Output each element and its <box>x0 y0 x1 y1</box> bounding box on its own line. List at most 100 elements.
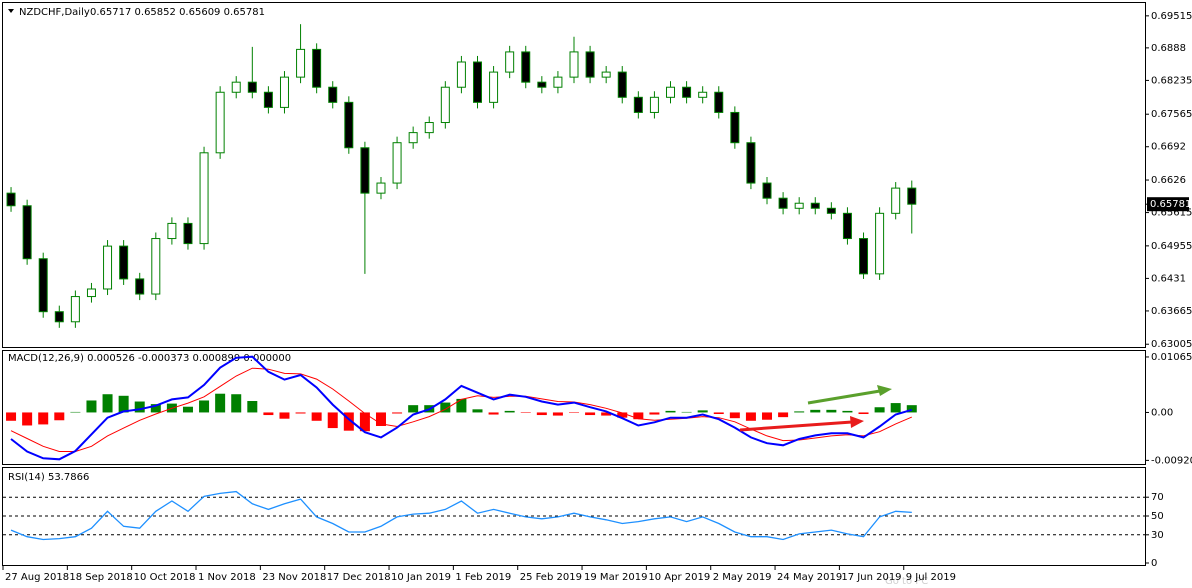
green-arrowhead <box>877 385 892 396</box>
candle-body <box>569 51 579 78</box>
histogram-bar <box>311 412 322 421</box>
histogram-bar <box>70 411 81 413</box>
x-tick-label: 10 Jan 2019 <box>391 572 451 583</box>
histogram-bar <box>102 394 113 413</box>
candle-body <box>521 51 531 83</box>
candle-body <box>762 182 772 199</box>
x-tick-label: 18 Sep 2018 <box>69 572 132 583</box>
histogram-bar <box>6 412 17 421</box>
price-box <box>1147 197 1189 212</box>
candle-body <box>746 142 756 184</box>
histogram-bar <box>359 412 370 432</box>
x-tick-label: 17 Jun 2019 <box>841 572 901 583</box>
candle-body <box>22 205 32 260</box>
histogram-bar <box>794 411 805 413</box>
candle-body <box>231 81 241 93</box>
x-tick-label: 10 Oct 2018 <box>134 572 196 583</box>
histogram-bar <box>199 400 210 413</box>
red-arrowhead <box>850 416 864 428</box>
candle-body <box>70 296 80 323</box>
x-tick-label: 17 Dec 2018 <box>327 572 391 583</box>
x-tick-label: 27 Aug 2018 <box>5 572 69 583</box>
histogram-bar <box>858 412 869 415</box>
histogram-bar <box>408 405 419 413</box>
histogram-bar <box>247 400 258 413</box>
candle-body <box>360 147 370 194</box>
candle-body <box>891 187 901 214</box>
candle-body <box>6 192 16 207</box>
candle-body <box>649 96 659 113</box>
histogram-bar <box>810 409 821 413</box>
histogram-bar <box>392 412 403 414</box>
histogram-bar <box>729 412 740 419</box>
y-tick-label: 0.6692 <box>1151 142 1186 153</box>
candle-body <box>263 91 273 108</box>
y-tick-label: 30 <box>1151 530 1164 541</box>
x-tick-label: 9 Jul 2019 <box>906 572 956 583</box>
y-tick-label: 0.6431 <box>1151 273 1186 284</box>
red-arrow <box>739 420 853 432</box>
histogram-bar <box>215 393 226 413</box>
x-tick-label: 10 Apr 2019 <box>648 572 710 583</box>
histogram-bar <box>182 406 193 413</box>
candle-body <box>505 51 515 73</box>
y-tick-label: -0.009204 <box>1151 455 1192 466</box>
y-tick-label: 0.64955 <box>1151 241 1192 252</box>
histogram-bar <box>54 412 65 421</box>
price-label: 0.65781 <box>1150 199 1191 210</box>
ohlc-text: 0.65717 0.65852 0.65609 0.65781 <box>90 7 265 18</box>
histogram-bar <box>327 412 338 429</box>
candle-body <box>714 91 724 113</box>
candle-body <box>810 202 820 209</box>
histogram-bar <box>697 410 708 413</box>
candle-body <box>730 111 740 144</box>
candle-body <box>666 86 676 98</box>
y-tick-label: 0.65615 <box>1151 208 1192 219</box>
signal-line <box>10 367 912 452</box>
histogram-bar <box>649 412 660 415</box>
candle-body <box>907 187 917 205</box>
histogram-bar <box>295 412 306 414</box>
histogram-bar <box>38 412 49 425</box>
candle-body <box>456 61 466 88</box>
histogram-bar <box>762 412 773 420</box>
candle-body <box>440 86 450 124</box>
candle-body <box>778 197 788 209</box>
histogram-bar <box>488 412 499 415</box>
candle-body <box>54 311 64 323</box>
histogram-bar <box>552 412 563 416</box>
histogram-bar <box>263 412 274 416</box>
candle-body <box>151 238 161 295</box>
candle-body <box>682 86 692 98</box>
candle-body <box>119 245 129 280</box>
histogram-bar <box>536 412 547 416</box>
price-title: NZDCHF,Daily <box>19 7 90 18</box>
histogram-bar <box>22 412 33 426</box>
x-tick-label: 25 Feb 2019 <box>520 572 582 583</box>
candle-body <box>842 212 852 240</box>
histogram-bar <box>375 412 386 426</box>
x-tick-label: 1 Feb 2019 <box>455 572 511 583</box>
macd-panel <box>2 350 1146 465</box>
candle-body <box>199 152 209 245</box>
candle-body <box>537 81 547 88</box>
histogram-bar <box>440 402 451 413</box>
x-tick-label: 19 Mar 2019 <box>584 572 647 583</box>
histogram-bar <box>134 401 145 413</box>
histogram-bar <box>150 404 161 413</box>
candle-body <box>215 91 225 154</box>
candle-body <box>617 71 627 98</box>
candle-body <box>344 101 354 149</box>
histogram-bar <box>231 394 242 413</box>
menu-icon <box>8 9 14 13</box>
annotation-arrows <box>739 385 892 432</box>
y-tick-label: 70 <box>1151 492 1164 503</box>
candle-body <box>392 142 402 184</box>
histogram-bar <box>826 409 837 413</box>
watermark: Go to PC <box>885 576 928 587</box>
histogram-bar <box>585 412 596 416</box>
macd-line <box>10 355 913 461</box>
price-panel <box>2 2 1146 348</box>
candle-body <box>408 132 418 144</box>
